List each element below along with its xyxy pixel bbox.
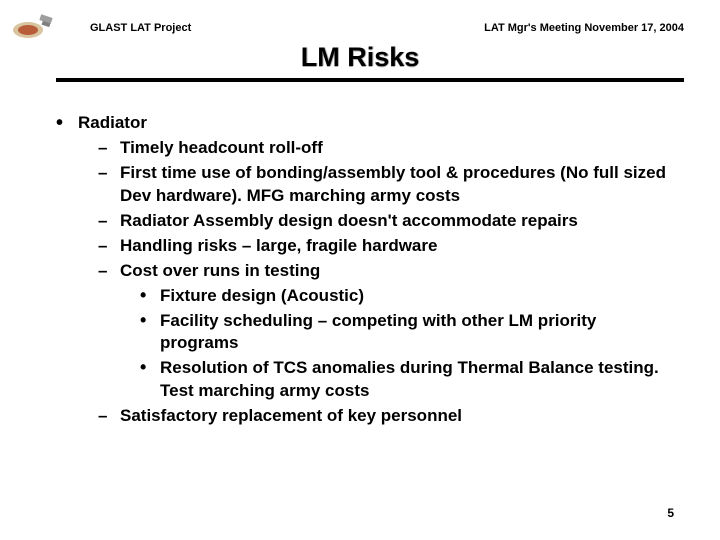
slide-title: LM Risks: [0, 42, 720, 73]
bullet-l2: Handling risks – large, fragile hardware: [56, 235, 676, 258]
bullet-text: Satisfactory replacement of key personne…: [120, 406, 462, 425]
bullet-text: Fixture design (Acoustic): [160, 286, 364, 305]
bullet-l2: Cost over runs in testing: [56, 260, 676, 283]
bullet-text: Resolution of TCS anomalies during Therm…: [160, 358, 659, 400]
glast-logo-icon: [10, 14, 58, 42]
bullet-text: Cost over runs in testing: [120, 261, 320, 280]
bullet-text: Facility scheduling – competing with oth…: [160, 311, 596, 353]
bullet-l2: Radiator Assembly design doesn't accommo…: [56, 210, 676, 233]
header-left: GLAST LAT Project: [90, 22, 191, 34]
bullet-text: Timely headcount roll-off: [120, 138, 323, 157]
bullet-text: First time use of bonding/assembly tool …: [120, 163, 666, 205]
header-right: LAT Mgr's Meeting November 17, 2004: [484, 22, 684, 34]
slide-number: 5: [667, 506, 674, 520]
bullet-l3: Facility scheduling – competing with oth…: [56, 310, 676, 356]
bullet-l2: Satisfactory replacement of key personne…: [56, 405, 676, 428]
bullet-l2: First time use of bonding/assembly tool …: [56, 162, 676, 208]
title-underline: [56, 78, 684, 82]
bullet-l3: Fixture design (Acoustic): [56, 285, 676, 308]
bullet-text: Radiator Assembly design doesn't accommo…: [120, 211, 578, 230]
bullet-l1: Radiator: [56, 112, 676, 135]
bullet-text: Handling risks – large, fragile hardware: [120, 236, 437, 255]
slide-header: GLAST LAT Project LAT Mgr's Meeting Nove…: [0, 14, 720, 42]
bullet-l3: Resolution of TCS anomalies during Therm…: [56, 357, 676, 403]
bullet-text: Radiator: [78, 113, 147, 132]
outline-body: Radiator Timely headcount roll-off First…: [56, 112, 676, 428]
bullet-l2: Timely headcount roll-off: [56, 137, 676, 160]
